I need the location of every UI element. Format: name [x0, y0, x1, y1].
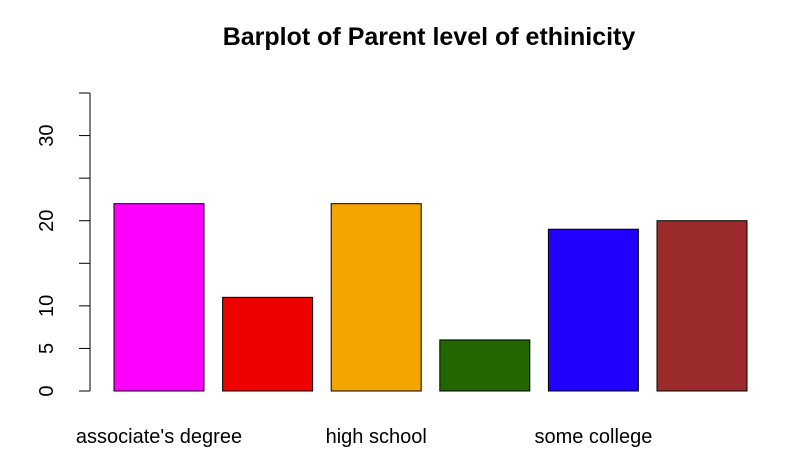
bar-2: [330, 203, 422, 392]
y-tick-label: 5: [36, 343, 58, 354]
x-category-label: associate's degree: [76, 426, 242, 448]
y-tick-label: 30: [36, 124, 58, 146]
bar-3: [439, 339, 531, 392]
x-labels: associate's degree high school some colleg…: [76, 426, 652, 448]
bar-5: [656, 220, 748, 392]
chart-title: Barplot of Parent level of ethinicity: [223, 23, 636, 51]
x-category-label: some college: [534, 426, 652, 448]
x-category-label: high school: [326, 426, 427, 448]
bar-1: [222, 296, 314, 392]
y-axis: 0 5 10 20 30: [36, 92, 91, 397]
y-tick-label: 20: [36, 210, 58, 232]
y-tick-label: 0: [36, 385, 58, 396]
y-tick-label: 10: [36, 295, 58, 317]
bar-4: [547, 228, 639, 392]
bar-0: [113, 203, 205, 392]
bars: [113, 203, 748, 392]
